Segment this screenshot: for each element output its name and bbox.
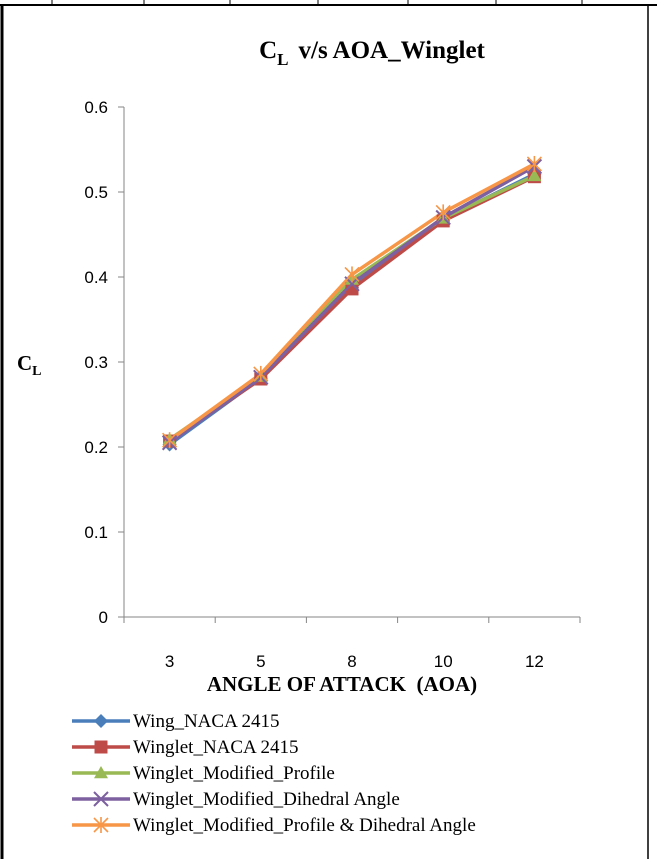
- y-tick-label: 0.4: [84, 268, 108, 287]
- legend-label: Winglet_Modified_Dihedral Angle: [133, 789, 400, 810]
- legend-label: Winglet_NACA 2415: [133, 737, 298, 758]
- x-tick-label: 12: [525, 652, 544, 671]
- series-line-4: [168, 162, 536, 442]
- x-ticks: 3 5 8 10 12: [123, 617, 581, 671]
- x-tick-label: 10: [434, 652, 453, 671]
- data-point-asterisk: [253, 365, 269, 382]
- y-tick-label: 0.2: [84, 438, 108, 457]
- chart-title: CL v/s AOA_Winglet: [259, 37, 485, 69]
- legend-label: Winglet_Modified_Profile: [133, 763, 335, 784]
- data-point-asterisk: [162, 432, 178, 449]
- x-tick-label: 8: [347, 652, 356, 671]
- data-point-x: [93, 791, 109, 807]
- y-tick-label: 0: [99, 608, 108, 627]
- legend-item: Wing_NACA 2415: [72, 711, 280, 732]
- y-ticks: 0 0.1 0.2 0.3 0.4 0.5 0.6: [84, 98, 124, 627]
- y-tick-label: 0.6: [84, 98, 108, 117]
- data-point-asterisk: [93, 817, 109, 833]
- legend-item: Winglet_Modified_Dihedral Angle: [72, 789, 400, 810]
- y-tick-label: 0.1: [84, 523, 108, 542]
- y-tick-label: 0.3: [84, 353, 108, 372]
- legend-label: Wing_NACA 2415: [133, 711, 280, 732]
- legend-item: Winglet_Modified_Profile & Dihedral Angl…: [72, 815, 476, 836]
- legend: Wing_NACA 2415 Winglet_NACA 2415 Winglet_M…: [72, 711, 476, 836]
- data-point-triangle: [527, 168, 542, 182]
- y-axis-label: CL: [17, 351, 42, 379]
- top-strip-dividers: [51, 0, 583, 5]
- data-point-diamond: [94, 714, 108, 728]
- legend-label: Winglet_Modified_Profile & Dihedral Angl…: [133, 815, 476, 836]
- x-axis-label: ANGLE OF ATTACK (AOA): [207, 672, 477, 696]
- legend-item: Winglet_NACA 2415: [72, 737, 298, 758]
- series-group: [161, 155, 543, 452]
- data-point-square: [94, 740, 108, 754]
- y-tick-label: 0.5: [84, 183, 108, 202]
- x-tick-label: 3: [165, 652, 174, 671]
- data-point-triangle: [94, 766, 108, 779]
- data-point-asterisk: [435, 204, 451, 221]
- legend-item: Winglet_Modified_Profile: [72, 763, 335, 784]
- x-tick-label: 5: [256, 652, 265, 671]
- data-point-asterisk: [344, 266, 360, 283]
- data-point-asterisk: [526, 155, 542, 172]
